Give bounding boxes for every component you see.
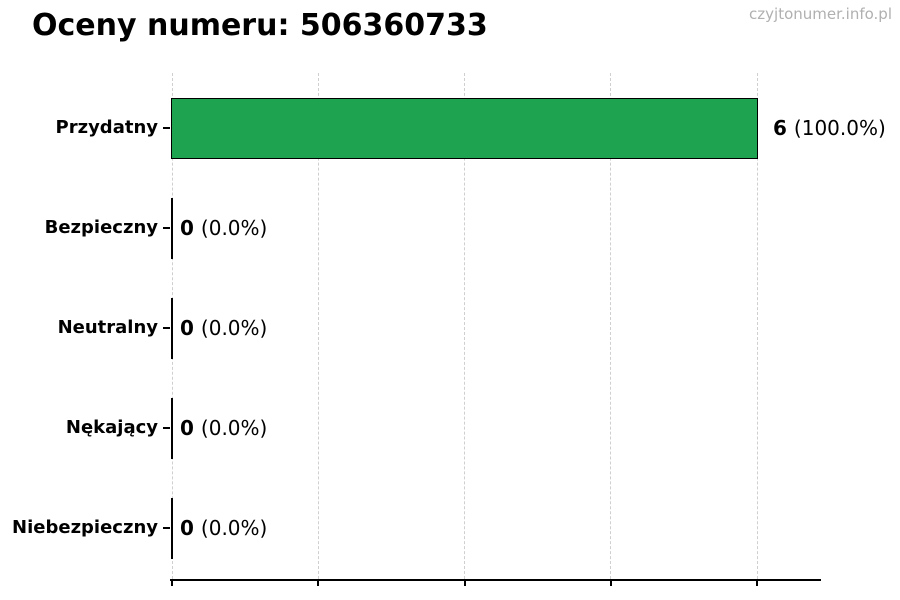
value-percent-4: (0.0%) — [200, 515, 268, 540]
x-gridline-4 — [756, 73, 758, 579]
x-axis-tick-3 — [609, 580, 612, 586]
y-axis-tick-3 — [163, 427, 170, 429]
bar-row-1-zero — [171, 197, 173, 259]
value-percent-0: (100.0%) — [793, 115, 886, 140]
value-label-4: 0 (0.0%) — [180, 515, 267, 542]
value-percent-1: (0.0%) — [200, 215, 268, 240]
x-axis-tick-0 — [171, 580, 173, 586]
category-label-1: Bezpieczny — [44, 217, 158, 238]
bar-row-0 — [171, 97, 758, 159]
bar-row-4-zero — [171, 497, 173, 559]
value-count-1: 0 — [180, 215, 194, 240]
value-percent-2: (0.0%) — [200, 315, 268, 340]
category-label-2: Neutralny — [57, 317, 158, 338]
value-label-1: 0 (0.0%) — [180, 215, 267, 242]
y-axis-tick-1 — [163, 227, 170, 229]
category-label-0: Przydatny — [55, 117, 158, 138]
bar-row-2-zero — [171, 297, 173, 359]
y-axis-tick-4 — [163, 527, 170, 529]
category-label-3: Nękający — [65, 417, 158, 438]
x-axis-line — [170, 578, 821, 581]
value-count-0: 6 — [773, 115, 787, 140]
y-axis-tick-0 — [163, 127, 170, 129]
watermark-site-name: czyjtonumer.info.pl — [749, 5, 892, 23]
x-gridline-1 — [317, 73, 319, 579]
value-count-4: 0 — [180, 515, 194, 540]
y-axis-tick-2 — [163, 327, 170, 329]
value-label-2: 0 (0.0%) — [180, 315, 267, 342]
category-label-4: Niebezpieczny — [12, 517, 158, 538]
x-gridline-2 — [464, 73, 465, 579]
bar-row-3-zero — [171, 397, 173, 459]
value-count-3: 0 — [180, 415, 194, 440]
value-label-0: 6 (100.0%) — [773, 115, 886, 142]
chart-title: Oceny numeru: 506360733 — [32, 8, 488, 43]
x-gridline-3 — [610, 73, 612, 579]
value-count-2: 0 — [180, 315, 194, 340]
value-label-3: 0 (0.0%) — [180, 415, 267, 442]
x-axis-tick-2 — [463, 580, 466, 586]
x-axis-tick-1 — [317, 580, 320, 586]
value-percent-3: (0.0%) — [200, 415, 268, 440]
x-axis-tick-4 — [756, 580, 758, 586]
